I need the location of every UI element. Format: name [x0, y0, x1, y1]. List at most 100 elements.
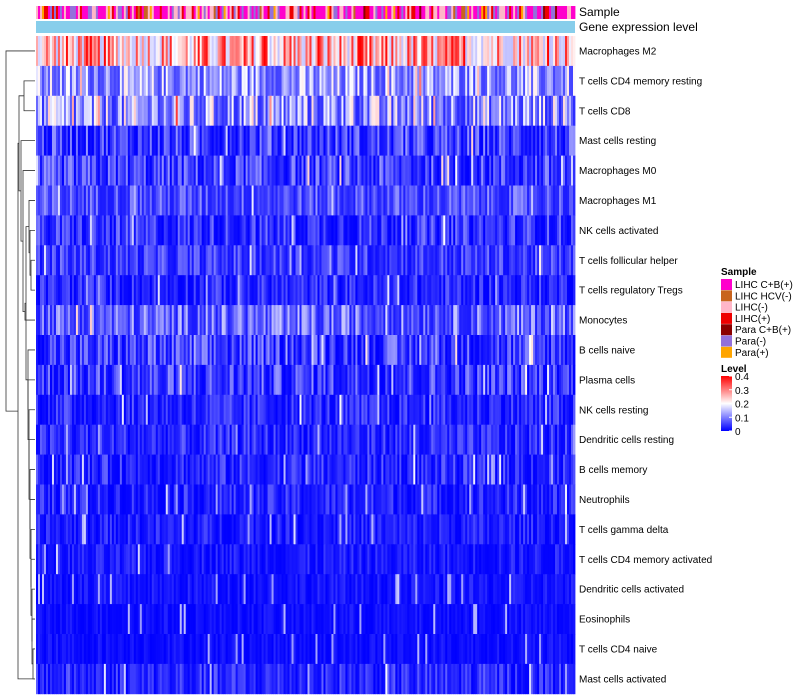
- heatmap-cell: [209, 394, 213, 426]
- heatmap-cell: [277, 65, 280, 97]
- heatmap-cell: [573, 95, 576, 127]
- heatmap-cell: [233, 484, 237, 515]
- heatmap-cell: [239, 544, 243, 575]
- heatmap-cell: [101, 305, 105, 336]
- heatmap-cell: [167, 424, 171, 455]
- heatmap-cell: [369, 245, 372, 276]
- heatmap-cell: [329, 305, 332, 336]
- heatmap-cell: [211, 185, 215, 216]
- heatmap-cell: [563, 95, 566, 127]
- heatmap-cell: [123, 65, 127, 97]
- heatmap-cell: [473, 155, 476, 186]
- heatmap-cell: [197, 484, 201, 515]
- heatmap-cell: [569, 514, 572, 545]
- heatmap-cell: [269, 364, 272, 396]
- heatmap-cell: [403, 65, 406, 97]
- heatmap-cell: [199, 305, 203, 336]
- heatmap-cell: [337, 125, 340, 156]
- heatmap-cell: [149, 125, 153, 156]
- sample-annotation-cell: [305, 6, 308, 19]
- heatmap-cell: [307, 65, 310, 97]
- heatmap-cell: [279, 275, 282, 306]
- heatmap-cell: [247, 424, 251, 455]
- heatmap-cell: [463, 65, 466, 97]
- heatmap-cell: [195, 36, 199, 67]
- heatmap-cell: [343, 155, 346, 186]
- heatmap-cell: [343, 185, 346, 216]
- heatmap-cell: [493, 424, 496, 455]
- heatmap-cell: [409, 484, 412, 515]
- heatmap-cell: [173, 125, 177, 156]
- heatmap-cell: [401, 484, 404, 515]
- heatmap-cell: [467, 95, 470, 127]
- heatmap-cell: [443, 305, 446, 336]
- heatmap-cell: [209, 36, 213, 67]
- heatmap-cell: [409, 275, 412, 306]
- heatmap-cell: [513, 364, 516, 396]
- heatmap-cell: [215, 424, 219, 455]
- heatmap-cell: [165, 245, 169, 276]
- heatmap-cell: [225, 394, 229, 426]
- heatmap-cell: [453, 305, 456, 336]
- heatmap-cell: [287, 36, 290, 67]
- heatmap-cell: [145, 185, 149, 216]
- heatmap-cell: [219, 454, 223, 485]
- heatmap-cell: [537, 36, 540, 67]
- heatmap-cell: [235, 36, 239, 67]
- heatmap-cell: [349, 185, 352, 216]
- heatmap-cell: [511, 36, 514, 67]
- heatmap-cell: [151, 36, 155, 67]
- heatmap-cell: [391, 514, 394, 545]
- heatmap-cell: [65, 424, 69, 455]
- heatmap-cell: [243, 305, 247, 336]
- heatmap-cell: [355, 275, 358, 306]
- heatmap-cell: [315, 364, 318, 396]
- heatmap-cell: [55, 424, 59, 455]
- heatmap-cell: [59, 484, 63, 515]
- heatmap-cell: [131, 185, 135, 216]
- heatmap-cell: [61, 185, 65, 216]
- heatmap-cell: [487, 454, 490, 485]
- heatmap-cell: [63, 95, 67, 127]
- heatmap-cell: [423, 95, 426, 127]
- heatmap-cell: [407, 514, 410, 545]
- heatmap-cell: [389, 424, 392, 455]
- heatmap-cell: [385, 394, 388, 426]
- heatmap-cell: [481, 155, 484, 186]
- sample-annotation-cell: [43, 6, 47, 19]
- heatmap-cell: [257, 185, 260, 216]
- heatmap-cell: [345, 484, 348, 515]
- heatmap-cell: [137, 454, 141, 485]
- heatmap-cell: [81, 335, 85, 366]
- heatmap-cell: [481, 65, 484, 97]
- sample-annotation-cell: [373, 6, 376, 19]
- heatmap-cell: [413, 215, 416, 246]
- heatmap-cell: [273, 65, 276, 97]
- heatmap-cell: [383, 36, 386, 67]
- heatmap-cell: [541, 125, 544, 156]
- heatmap-cell: [437, 245, 440, 276]
- heatmap-cell: [125, 544, 129, 575]
- heatmap-cell: [357, 335, 360, 366]
- heatmap-cell: [85, 335, 89, 366]
- heatmap-cell: [265, 155, 268, 186]
- heatmap-cell: [301, 335, 304, 366]
- heatmap-cell: [533, 65, 536, 97]
- heatmap-cell: [193, 305, 197, 336]
- heatmap-cell: [275, 155, 278, 186]
- heatmap-cell: [487, 424, 490, 455]
- heatmap-cell: [555, 364, 558, 396]
- heatmap-cell: [123, 155, 127, 186]
- heatmap-cell: [201, 245, 205, 276]
- heatmap-cell: [97, 65, 101, 97]
- heatmap-cell: [101, 424, 105, 455]
- heatmap-cell: [95, 36, 99, 67]
- heatmap-cell: [143, 514, 147, 545]
- heatmap-cell: [455, 484, 458, 515]
- heatmap-cell: [345, 95, 348, 127]
- sample-annotation-cell: [179, 6, 183, 19]
- heatmap-cell: [311, 185, 314, 216]
- heatmap-cell: [293, 245, 296, 276]
- heatmap-cell: [185, 125, 189, 156]
- heatmap-cell: [297, 454, 300, 485]
